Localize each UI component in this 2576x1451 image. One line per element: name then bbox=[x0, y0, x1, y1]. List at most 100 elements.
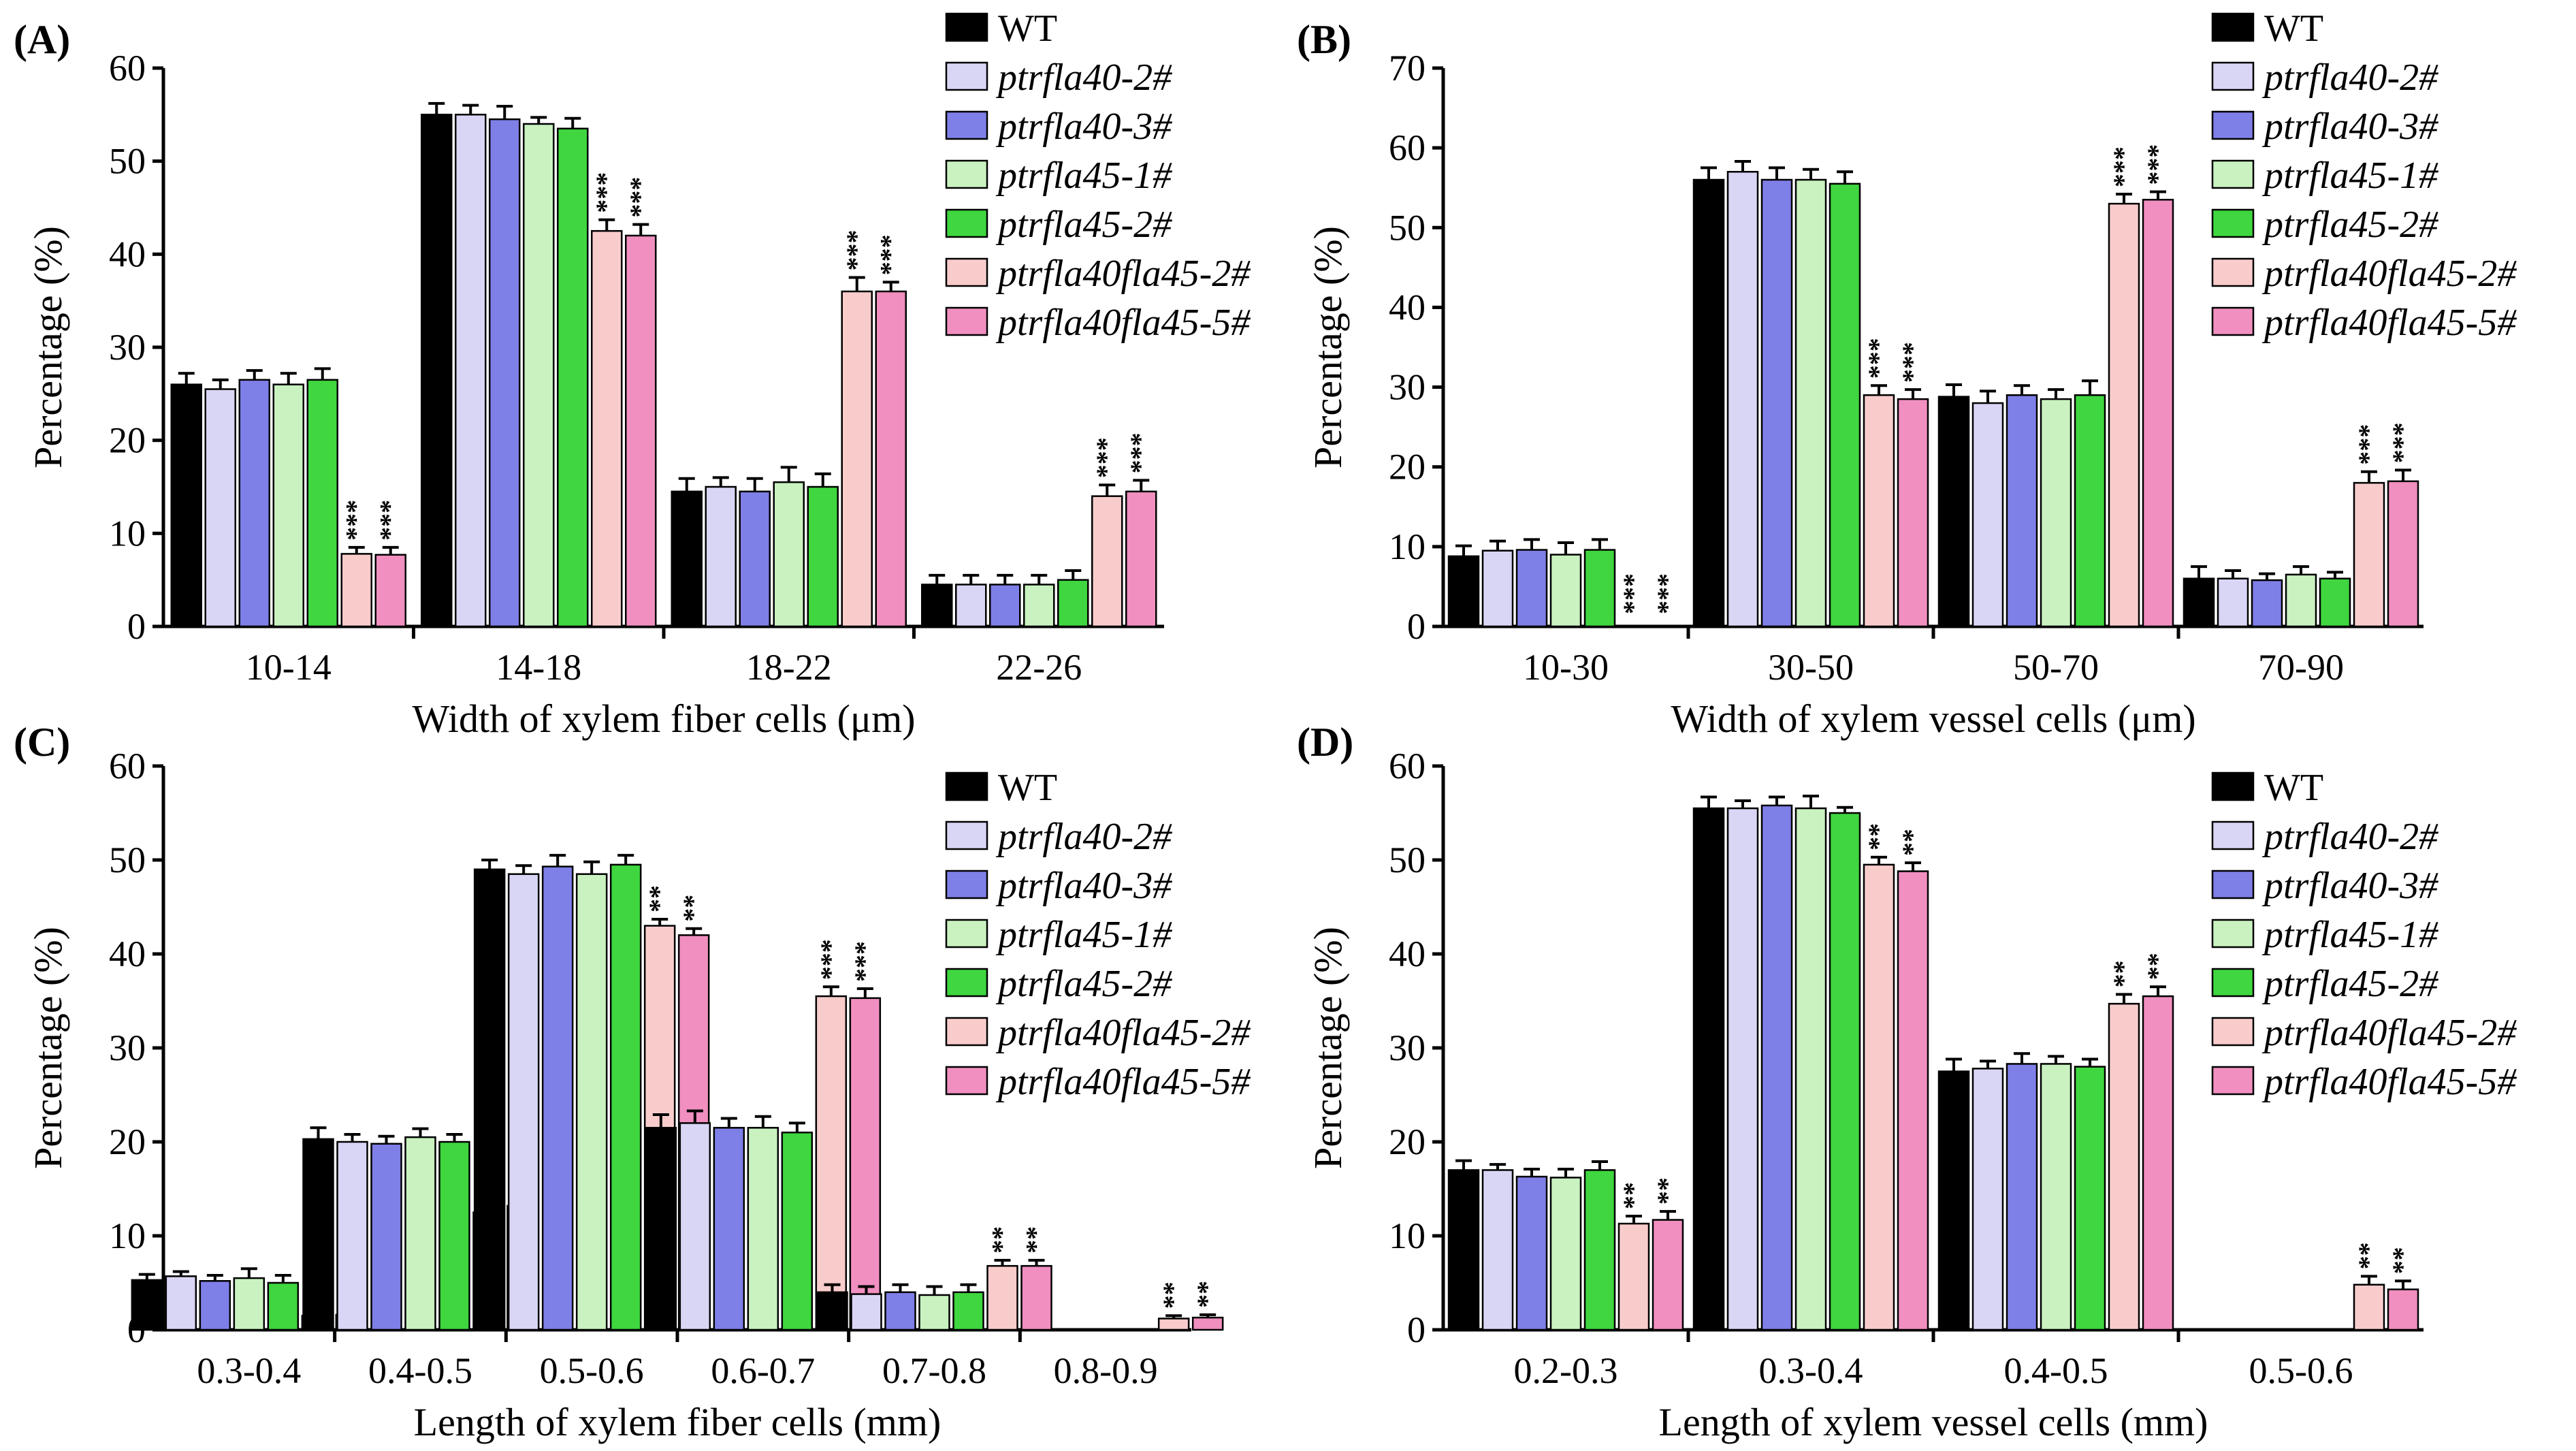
significance-label: *** bbox=[1652, 573, 1682, 614]
bar bbox=[2006, 1063, 2038, 1331]
bar bbox=[374, 554, 406, 628]
y-tick-label: 20 bbox=[1389, 1121, 1426, 1162]
legend-label: ptrfla40fla45-5# bbox=[995, 302, 1251, 344]
legend-swatch bbox=[2211, 1017, 2255, 1047]
bar bbox=[671, 490, 703, 628]
bar bbox=[1971, 402, 2004, 628]
x-tick-label: 0.3-0.4 bbox=[197, 1350, 301, 1391]
bar bbox=[591, 229, 623, 628]
y-tick-label: 20 bbox=[109, 1121, 146, 1162]
legend-swatch bbox=[2211, 306, 2255, 336]
bar bbox=[238, 379, 270, 628]
x-tick-label: 0.6-0.7 bbox=[711, 1350, 815, 1391]
bar bbox=[1023, 584, 1055, 628]
bar bbox=[2040, 398, 2072, 628]
bar bbox=[1794, 178, 1827, 628]
significance-label: ** bbox=[2353, 1242, 2383, 1269]
x-tick-label: 22-26 bbox=[996, 647, 1082, 688]
bar bbox=[1971, 1068, 2004, 1331]
bar bbox=[986, 1264, 1018, 1331]
bar bbox=[1125, 490, 1157, 628]
legend-swatch bbox=[945, 208, 988, 238]
y-axis-title: Percentage (%) bbox=[1306, 226, 1350, 468]
significance-label: *** bbox=[849, 941, 880, 982]
significance-label: ** bbox=[1617, 1182, 1648, 1209]
legend-label: ptrfla40-2# bbox=[2261, 816, 2438, 858]
bar bbox=[302, 1138, 334, 1331]
legend-swatch bbox=[2211, 771, 2255, 801]
significance-label: ** bbox=[2387, 1247, 2417, 1274]
legend-label: ptrfla40-2# bbox=[2261, 57, 2438, 99]
bar bbox=[1091, 495, 1123, 628]
y-tick-label: 30 bbox=[1389, 367, 1426, 408]
x-axis-title: Width of xylem vessel cells (μm) bbox=[1671, 697, 2195, 741]
x-tick-label: 0.4-0.5 bbox=[2004, 1350, 2108, 1391]
legend-label: ptrfla45-2# bbox=[995, 204, 1172, 246]
x-tick-label: 14-18 bbox=[496, 647, 581, 688]
bar bbox=[489, 118, 521, 628]
bar bbox=[807, 485, 839, 628]
x-tick-label: 0.7-0.8 bbox=[882, 1350, 986, 1391]
bar bbox=[816, 1291, 848, 1331]
bar bbox=[404, 1136, 436, 1331]
x-tick-label: 0.5-0.6 bbox=[540, 1350, 644, 1391]
legend-swatch bbox=[2211, 870, 2255, 899]
bar bbox=[523, 123, 555, 628]
legend-label: ptrfla40-3# bbox=[995, 865, 1172, 907]
significance-label: *** bbox=[1897, 342, 1927, 383]
x-axis-title: Length of xylem vessel cells (mm) bbox=[1659, 1400, 2208, 1444]
significance-label: *** bbox=[1863, 338, 1893, 379]
bar bbox=[713, 1127, 745, 1331]
y-tick-label: 60 bbox=[1389, 746, 1426, 786]
y-tick-label: 40 bbox=[109, 234, 146, 274]
legend-swatch bbox=[945, 1066, 988, 1096]
x-tick-label: 0.4-0.5 bbox=[368, 1350, 472, 1391]
bar bbox=[1760, 178, 1793, 628]
bar bbox=[204, 388, 236, 628]
bar bbox=[850, 1293, 882, 1331]
bar bbox=[625, 234, 657, 628]
legend-swatch bbox=[945, 1017, 988, 1047]
x-axis-title: Width of xylem fiber cells (μm) bbox=[412, 697, 915, 741]
bar bbox=[1447, 1169, 1480, 1331]
legend: WT ptrfla40-2# ptrfla40-3# ptrfla45-1# ptrfl… bbox=[2211, 7, 2517, 344]
bar bbox=[1157, 1318, 1190, 1331]
y-tick-label: 20 bbox=[1389, 447, 1426, 488]
legend-swatch bbox=[2211, 968, 2255, 998]
legend-label: ptrfla40-3# bbox=[2261, 106, 2438, 148]
legend: WT ptrfla40-2# ptrfla40-3# ptrfla45-1# ptrfl… bbox=[2211, 767, 2517, 1103]
bar bbox=[557, 127, 589, 628]
bar bbox=[421, 114, 453, 628]
bar bbox=[2142, 199, 2174, 628]
legend-swatch bbox=[2211, 12, 2255, 42]
bar bbox=[1692, 807, 1725, 1331]
bar bbox=[306, 379, 338, 628]
y-tick-label: 30 bbox=[109, 1027, 146, 1068]
bar bbox=[1583, 549, 1616, 628]
bar bbox=[575, 873, 608, 1331]
bar bbox=[165, 1275, 197, 1331]
bar bbox=[340, 553, 372, 628]
bar bbox=[1726, 807, 1759, 1331]
bar bbox=[1481, 549, 1514, 628]
legend-swatch bbox=[945, 110, 988, 140]
bar bbox=[1652, 1219, 1684, 1331]
legend-label: WT bbox=[2264, 7, 2323, 50]
legend-label: ptrfla40fla45-2# bbox=[995, 1012, 1251, 1054]
bar bbox=[336, 1141, 368, 1331]
bar bbox=[1829, 182, 1861, 628]
bar bbox=[1726, 171, 1759, 628]
bar bbox=[370, 1143, 402, 1331]
y-tick-label: 30 bbox=[109, 327, 146, 368]
bar bbox=[1447, 555, 1480, 628]
bar bbox=[1760, 804, 1793, 1331]
significance-label: ** bbox=[1897, 829, 1927, 856]
bar bbox=[233, 1277, 265, 1331]
bar bbox=[1794, 807, 1827, 1331]
significance-label: ** bbox=[1020, 1226, 1051, 1254]
bar bbox=[1515, 1175, 1548, 1331]
legend-swatch bbox=[945, 919, 988, 948]
y-tick-label: 50 bbox=[109, 141, 146, 182]
